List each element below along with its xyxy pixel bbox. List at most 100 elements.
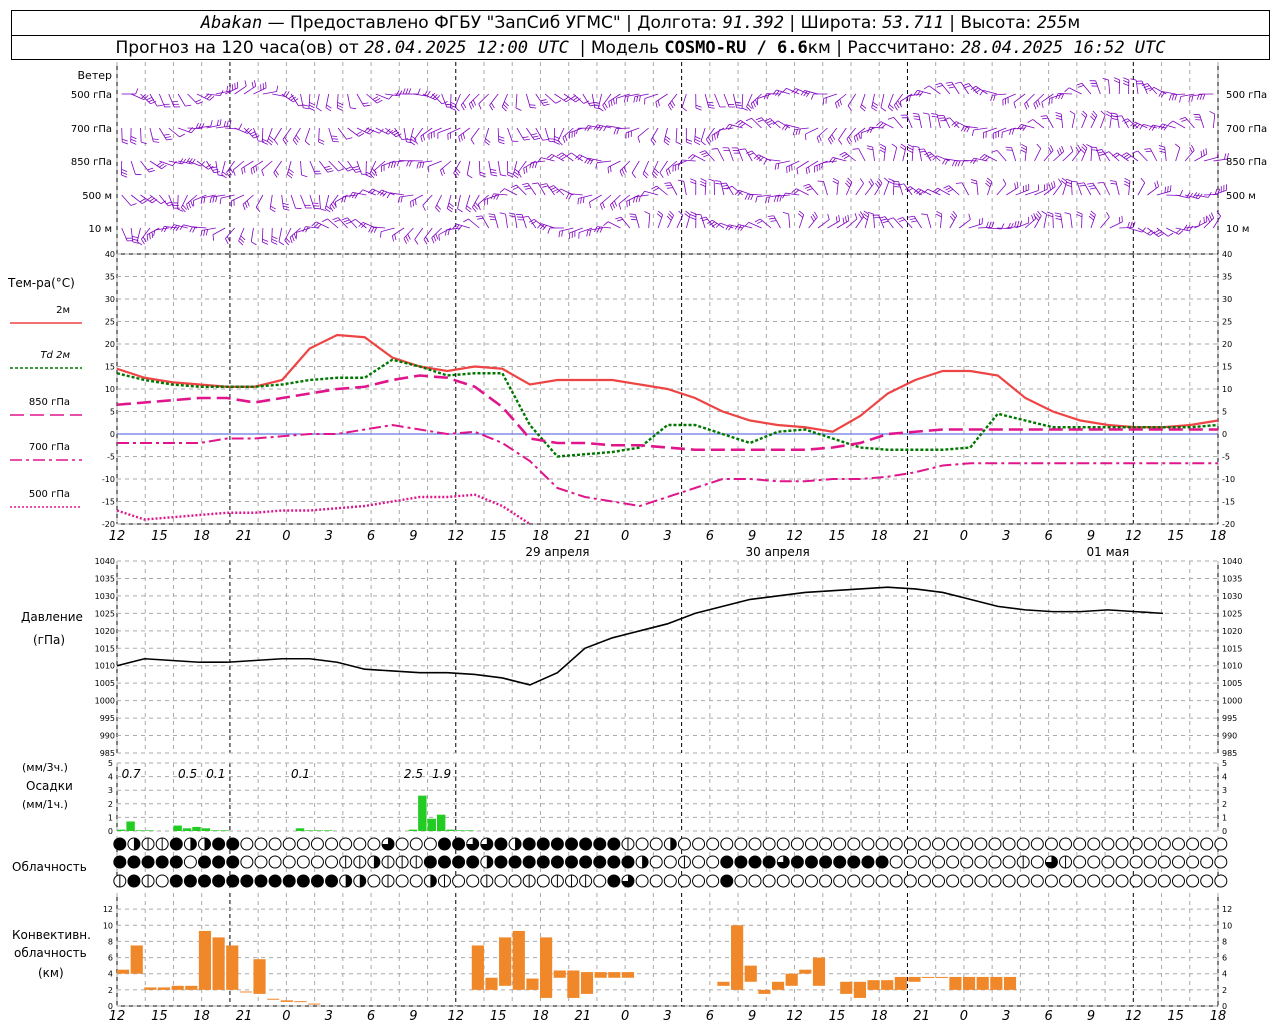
wind-barb xyxy=(196,93,210,101)
wind-barb-feather xyxy=(292,139,298,145)
wind-barb xyxy=(1041,93,1054,103)
wind-barb-feather xyxy=(847,177,853,183)
wind-barb-feather xyxy=(293,98,299,103)
wind-barb xyxy=(968,223,983,229)
wind-barb-feather xyxy=(147,167,154,171)
wind-barb xyxy=(1024,218,1036,229)
wind-barb xyxy=(261,127,264,143)
conv-cloud-bar xyxy=(621,972,635,978)
conv-cloud-bar xyxy=(117,969,130,974)
wind-barb-feather xyxy=(580,197,582,204)
wind-barb-feather xyxy=(1024,103,1028,110)
wind-barb xyxy=(1081,147,1088,162)
cloud-symbol xyxy=(353,874,367,888)
wind-barb-feather xyxy=(452,223,457,230)
wind-barb xyxy=(371,226,386,229)
cloud-symbol xyxy=(183,874,197,888)
wind-barb-feather xyxy=(1179,117,1186,120)
cloud-circle xyxy=(1087,855,1101,869)
wind-barb xyxy=(535,93,545,106)
cloud-circle xyxy=(1101,837,1115,851)
wind-barb-feather xyxy=(324,165,331,169)
temp-series-line xyxy=(116,333,1219,433)
wind-barb xyxy=(667,215,674,229)
cloud-symbol xyxy=(127,837,141,851)
wind-barb-feather xyxy=(926,153,933,157)
cloud-symbol xyxy=(692,874,706,888)
wind-barb xyxy=(215,90,230,95)
wind-barb-feather xyxy=(1202,93,1206,100)
conv-unit: (км) xyxy=(38,966,64,980)
wind-barb-feather xyxy=(671,100,676,106)
wind-barb-feather xyxy=(141,238,145,245)
wind-barb xyxy=(484,127,490,142)
cloud-circle xyxy=(875,874,889,888)
cloud-symbol xyxy=(494,874,508,888)
cloud-circle xyxy=(974,837,988,851)
wind-barb-feather xyxy=(350,107,357,110)
wind-barb-feather xyxy=(305,226,309,233)
wind-barb-feather xyxy=(1077,85,1084,88)
wind-barb xyxy=(366,93,378,104)
cloud-circle xyxy=(409,874,423,888)
wind-barb xyxy=(554,93,567,103)
wind-barb-feather xyxy=(226,85,229,92)
wind-barb xyxy=(414,127,424,140)
wind-barb-feather xyxy=(1008,128,1012,135)
wind-barb-feather xyxy=(913,188,919,193)
cloud-half xyxy=(359,875,366,887)
wind-barb-feather xyxy=(876,180,881,186)
wind-barb-feather xyxy=(1105,113,1112,118)
wind-barb xyxy=(648,214,651,229)
cloud-symbol xyxy=(607,874,621,888)
wind-barb xyxy=(1109,221,1123,229)
date-label: 01 мая xyxy=(1087,545,1130,559)
wind-barb xyxy=(902,147,907,162)
wind-barb xyxy=(775,194,790,197)
wind-barb xyxy=(212,227,226,236)
wind-barb-feather xyxy=(686,138,693,142)
wind-level-label-right: 700 гПа xyxy=(1226,124,1267,135)
wind-barb xyxy=(1052,213,1054,229)
wind-barb-feather xyxy=(350,218,356,223)
wind-barb xyxy=(211,194,226,198)
wind-barb-feather xyxy=(781,88,787,93)
wind-barb-feather xyxy=(564,135,568,142)
wind-barb-feather xyxy=(130,203,137,206)
wind-barb-feather xyxy=(294,137,299,143)
wind-barb xyxy=(1060,214,1064,229)
cloud-circle xyxy=(183,874,197,888)
precip-bar xyxy=(145,830,154,831)
cloud-symbol xyxy=(819,837,833,851)
cloud-symbol xyxy=(268,874,282,888)
wind-barb-feather xyxy=(907,187,913,192)
wind-barb-feather xyxy=(369,173,375,179)
wind-barb-feather xyxy=(436,204,442,210)
precip-bar xyxy=(455,830,465,831)
cloud-circle xyxy=(706,874,720,888)
wind-barb-feather xyxy=(575,128,579,135)
conv-cloud-bar xyxy=(935,976,948,978)
wind-barb xyxy=(657,214,664,229)
wind-barb-feather xyxy=(398,90,403,97)
wind-barb-feather xyxy=(435,233,439,240)
time-tick-label: 9 xyxy=(1087,529,1095,544)
cloud-circle xyxy=(536,874,550,888)
wind-barb-feather xyxy=(431,237,435,244)
wind-barb xyxy=(844,151,856,162)
wind-barb xyxy=(309,160,316,175)
alt-unit: м xyxy=(1067,13,1081,33)
cloud-circle xyxy=(1186,855,1200,869)
wind-barb xyxy=(911,147,914,162)
wind-barb-feather xyxy=(879,216,886,219)
wind-barb-feather xyxy=(955,81,962,84)
wind-barb-feather xyxy=(870,178,874,185)
wind-barb-feather xyxy=(711,222,718,228)
conv-cloud-bar xyxy=(308,1003,321,1005)
wind-barb-feather xyxy=(121,171,128,175)
precip-value-label: 0.1 xyxy=(206,767,225,781)
wind-barb xyxy=(233,160,245,171)
wind-barb-feather xyxy=(132,241,139,244)
wind-barb-feather xyxy=(600,204,603,210)
cloud-circle xyxy=(240,874,254,888)
